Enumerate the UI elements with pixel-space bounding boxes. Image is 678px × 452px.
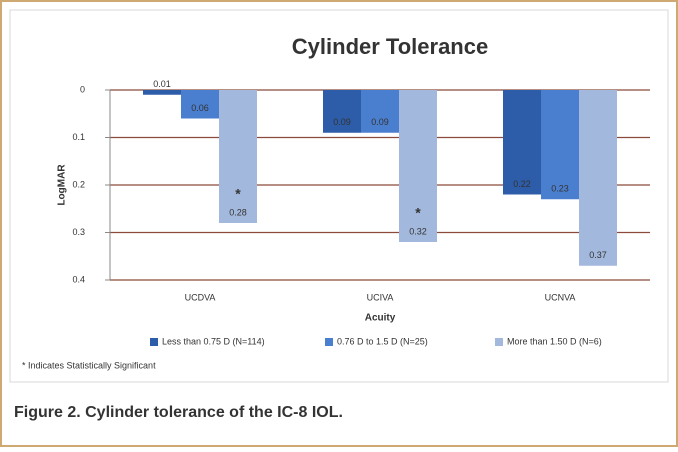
bar [143,90,181,95]
legend-label: More than 1.50 D (N=6) [507,336,602,346]
bar [579,90,617,266]
caption: Figure 2. Cylinder tolerance of the IC-8… [14,404,343,421]
bar [399,90,437,242]
y-tick-label: 0.4 [72,274,85,284]
y-tick-label: 0 [80,84,85,94]
x-tick-label: UCNVA [545,292,576,302]
significance-mark: * [415,205,421,221]
significance-mark: * [235,186,241,202]
legend-swatch [325,338,333,346]
bar [503,90,541,195]
data-label: 0.23 [551,184,569,194]
data-label: 0.28 [229,207,247,217]
data-label: 0.22 [513,179,531,189]
bar [219,90,257,223]
bar [323,90,361,133]
data-label: 0.32 [409,226,427,236]
y-axis-label: LogMAR [57,164,68,206]
y-tick-label: 0.1 [72,132,85,142]
bar [181,90,219,119]
chart-title: Cylinder Tolerance [292,34,488,59]
x-tick-label: UCDVA [185,292,216,302]
bar [541,90,579,200]
y-tick-label: 0.3 [72,227,85,237]
x-tick-label: UCIVA [367,292,394,302]
y-tick-label: 0.2 [72,179,85,189]
data-label: 0.01 [153,79,171,89]
data-label: 0.37 [589,250,607,260]
legend-label: 0.76 D to 1.5 D (N=25) [337,336,428,346]
bar [361,90,399,133]
legend-swatch [150,338,158,346]
data-label: 0.09 [371,117,389,127]
x-axis-label: Acuity [365,313,396,324]
footnote: * Indicates Statistically Significant [22,360,156,370]
legend-swatch [495,338,503,346]
data-label: 0.06 [191,103,209,113]
data-label: 0.09 [333,117,351,127]
legend-label: Less than 0.75 D (N=114) [162,336,265,346]
